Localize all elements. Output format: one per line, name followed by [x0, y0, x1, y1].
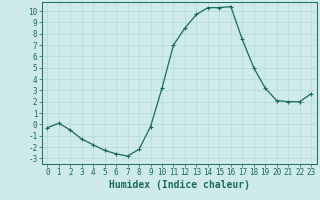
X-axis label: Humidex (Indice chaleur): Humidex (Indice chaleur)	[109, 180, 250, 190]
